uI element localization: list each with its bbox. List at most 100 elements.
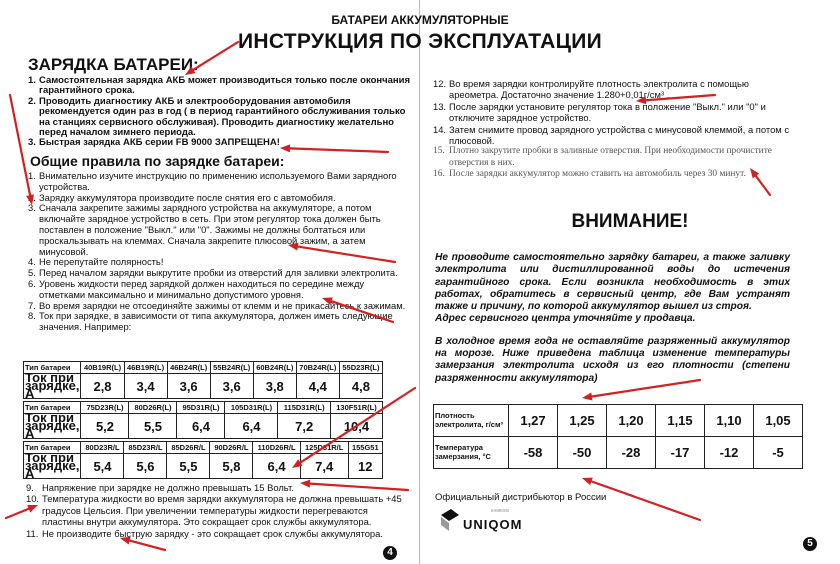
item-number: 9. [26,482,34,493]
charging-current: 12 [347,453,384,479]
current-label: Ток при зарядке, А [22,450,82,481]
list-item: 1. Самостоятельная зарядка АКБ может прои… [28,75,413,97]
current-table-block: Тип батареи 40B19R(L) 46B19R(L) 46B24R(L) 55… [22,361,384,401]
red-arrow-icon [4,505,38,520]
item-number: 4. [28,256,36,268]
item-number: 13. [433,100,447,112]
list-item: 5. Перед началом зарядки выкрутите пробки… [28,267,408,279]
item-number: 3. [28,202,36,214]
list-item: 9. Напряжение при зарядке не должно превы… [26,482,406,493]
item-text: Не перепутайте полярность! [39,256,164,268]
list-item: 11. Не производите быструю зарядку - это … [26,528,406,539]
red-arrow-icon [582,378,702,401]
charging-current: 3,8 [252,373,297,399]
current-label: Ток при зарядке, А [22,410,82,441]
item-text: Перед началом зарядки выкрутите пробки и… [39,267,398,279]
list-item: 14. Затем снимите провод зарядного устрой… [433,124,793,147]
item-number: 6. [28,277,36,289]
page-fold [419,0,420,564]
red-arrow-icon [8,93,34,205]
list-item: 13. После зарядки установите регулятор то… [433,101,793,124]
item-number: 7. [28,299,36,311]
item-number: 12. [433,78,447,89]
item-number: 1. [28,75,36,86]
warning-box: Не проводите самостоятельно зарядку бата… [435,252,790,385]
charging-current: 3,4 [123,373,168,399]
battery-type: 130F51R(L) [329,401,384,414]
charging-current: 5,6 [123,453,168,479]
freeze-table: Плотность электролита, г/см³ 1,27 1,25 1,20… [433,404,803,469]
list-item: 4. Не перепутайте полярность! [28,256,408,268]
charging-current: 3,6 [166,373,211,399]
service-address-note: Адрес сервисного центра уточняйте у прод… [435,313,696,325]
item-text: Уровень жидкости перед зарядкой должен н… [39,277,365,300]
charging-current: 5,5 [166,453,211,479]
item-text: Затем снимите провод зарядного устройств… [449,123,790,147]
item-text: Сначала закрепите зажимы зарядного устро… [39,202,381,257]
red-arrow-icon [636,93,717,105]
cold-weather-note: В холодное время года не оставляйте разр… [435,335,790,384]
item-text: Во время зарядки не отсоединяйте зажимы … [39,299,406,311]
red-arrow-icon [292,386,417,468]
item-text: После зарядки аккумулятор можно ставить … [449,169,746,180]
item-text: Не производите быструю зарядку - это сок… [42,527,383,539]
list-item: 3. Сначала закрепите зажимы зарядного уст… [28,202,408,257]
list-item: 7. Во время зарядки не отсоединяйте зажим… [28,299,408,312]
item-text: Напряжение при зарядке не должно превыша… [42,482,294,493]
list-item: 10. Температура жидкости во время зарядки… [26,493,406,527]
distributor-text: Официальный дистрибьютор в России [435,492,607,503]
current-table-block: Тип батареи 75D23R(L) 80D26R(L) 95D31R(L) 10… [22,401,384,441]
red-arrow-icon [120,536,167,552]
logo-small-text: юником [491,508,509,514]
item-number: 1. [28,170,36,181]
charging-current: 5,2 [80,413,130,439]
item-text: Внимательно изучите инструкцию по примен… [39,170,397,192]
list-item: 6. Уровень жидкости перед зарядкой должен… [28,277,408,301]
item-text: Проводить диагностику АКБ и электрообору… [39,95,406,139]
item-text: Быстрая зарядка АКБ серии FB 9000 ЗАПРЕЩ… [39,137,280,149]
rules-heading: Общие правила по зарядке батареи: [30,153,285,169]
freeze-temp-value: -12 [704,436,754,469]
list-item: 8. Ток при зарядке, в зависимости от типа… [28,311,408,333]
logo-text: UNIQOM [463,517,523,532]
charging-current: 7,2 [277,413,331,439]
charging-current: 5,4 [80,453,125,479]
current-label: Ток при зарядке, А [22,370,82,401]
charging-heading: ЗАРЯДКА БАТАРЕИ: [28,55,199,74]
charging-current-table: Тип батареи 40B19R(L) 46B19R(L) 46B24R(L) 55… [22,361,384,481]
item-text: После зарядки установите регулятор тока … [449,100,766,124]
charging-current: 5,8 [209,453,254,479]
charging-current: 6,4 [252,453,301,479]
page-number-left: 4 [383,546,397,560]
item-number: 15. [433,146,445,157]
charging-current: 2,8 [80,373,125,399]
red-arrow-icon [322,297,395,324]
item-text: Зарядку аккумулятора производите после с… [39,191,336,203]
warning-heading: ВНИМАНИЕ! [571,211,689,232]
rules-list-right: 12. Во время зарядки контролируйте плотно… [433,78,793,181]
item-number: 16. [433,169,445,180]
charging-list: 1. Самостоятельная зарядка АКБ может прои… [28,75,413,149]
item-text: Температура жидкости во время зарядки ак… [42,493,402,528]
doc-subtitle: БАТАРЕИ АККУМУЛЯТОРНЫЕ [331,13,509,27]
item-text: Самостоятельная зарядка АКБ может произв… [39,75,411,97]
list-item: 2. Проводить диагностику АКБ и электрообо… [28,95,413,139]
uniqom-logo: UNIQOM юником [437,507,557,533]
item-number: 2. [28,95,36,107]
item-number: 10. [26,493,40,505]
item-number: 14. [433,123,447,135]
red-arrow-icon [280,144,390,154]
red-arrow-icon [300,479,410,492]
list-item: 15. Плотно закрутите пробки в заливные от… [433,146,793,169]
list-item: 1. Внимательно изучите инструкцию по прим… [28,170,408,193]
item-text: Плотно закрутите пробки в заливные отвер… [449,146,772,168]
item-number: 11. [26,527,39,539]
red-arrow-icon [288,242,397,264]
density-value: 1,10 [704,404,754,437]
freeze-temp-value: -5 [753,436,803,469]
charging-current: 6,4 [224,413,279,439]
list-item: 3. Быстрая зарядка АКБ серии FB 9000 ЗАПР… [28,137,413,149]
list-item: 12. Во время зарядки контролируйте плотно… [433,78,793,101]
red-arrow-icon [185,40,240,75]
red-arrow-icon [582,477,702,522]
